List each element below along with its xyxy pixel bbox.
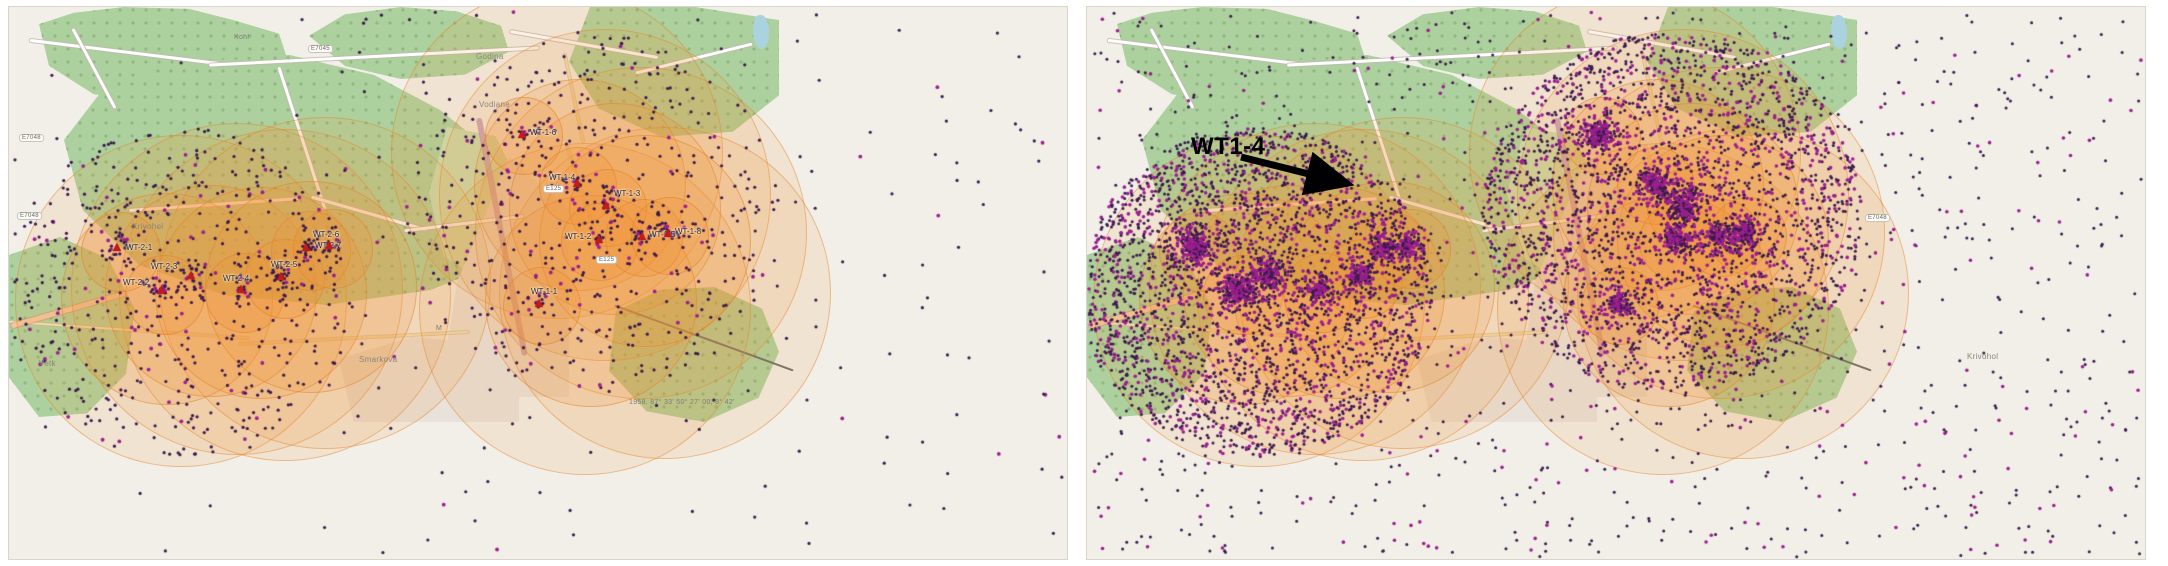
map-label: E125 (596, 256, 618, 264)
map-label: Vodiane (479, 100, 511, 109)
turbine-marker-wt-1-8[interactable] (664, 229, 672, 237)
water-body (753, 15, 769, 49)
turbine-label-wt-2-1: WT-2-1 (126, 243, 153, 252)
forest-area (1647, 7, 1857, 137)
turbine-marker-wt-1-2[interactable] (595, 235, 603, 243)
open-land-area (339, 337, 519, 422)
turbine-label-wt-2-3: WT-2-3 (151, 262, 178, 271)
turbine-marker-wt-2-5[interactable] (277, 272, 285, 280)
turbine-label-wt-2-6: WT-2-6 (313, 230, 340, 239)
turbine-label-wt-1-5: WT-1-5 (649, 230, 676, 239)
turbine-buffer-inner (1639, 203, 1717, 281)
turbine-buffer-inner (1683, 199, 1761, 277)
open-land-area (1417, 337, 1597, 422)
map-label: E125 (543, 185, 565, 193)
turbine-label-wt-2-4: WT-2-4 (223, 274, 250, 283)
turbine-marker-wt-1-1[interactable] (535, 299, 543, 307)
map-label: E7048 (19, 134, 44, 142)
water-body (1831, 15, 1847, 49)
map-label: M (436, 325, 443, 332)
map-label: Smarkova (359, 355, 398, 364)
turbine-label-wt-1-6: WT-1-6 (530, 128, 557, 137)
turbine-label-wt-1-1: WT-1-1 (531, 287, 558, 296)
turbine-label-wt-1-8: WT-1-8 (675, 227, 702, 236)
turbine-marker-wt-2-7[interactable] (302, 243, 310, 251)
turbine-marker-wt-1-3[interactable] (602, 201, 610, 209)
turbine-label-wt-2-2: WT-2-2 (123, 278, 150, 287)
turbine-marker-wt-2-3[interactable] (187, 271, 195, 279)
road-segment (1644, 145, 1680, 251)
turbine-label-wt-1-3: WT-1-3 (614, 189, 641, 198)
map-label: E7048 (1865, 214, 1890, 222)
wt1-4-callout-arrow (1240, 151, 1355, 196)
basemap-right: KrivoholVodianeSmarkovaE7045E70481958, 8… (1087, 7, 2145, 559)
turbine-marker-wt-2-1[interactable] (113, 243, 121, 251)
turbine-label-wt-2-5: WT-2-5 (271, 260, 298, 269)
map-label: Godina (476, 52, 504, 61)
turbine-label-wt-1-4: WT-1-4 (549, 173, 576, 182)
map-label: E7048 (17, 212, 42, 220)
turbine-buffer-inner (1709, 197, 1787, 275)
turbine-buffer-inner (1647, 169, 1725, 247)
turbine-marker-wt-1-5[interactable] (638, 232, 646, 240)
map-label: Krivohol (132, 222, 164, 231)
map-label: 1958, 87° 33' 50° 27' 00, 8° 42' (629, 399, 735, 406)
turbine-marker-wt-1-6[interactable] (518, 130, 526, 138)
turbine-marker-wt-2-4[interactable] (237, 285, 245, 293)
basemap-left: Krivohol Vetk Vodiane Godina Smarkova Kohl E70… (9, 7, 1067, 559)
turbine-marker-wt-1-4[interactable] (573, 179, 581, 187)
map-label: Vetk (39, 359, 56, 368)
turbine-label-wt-1-2: WT-1-2 (565, 232, 592, 241)
turbine-marker-wt-2-6[interactable] (325, 241, 333, 249)
map-panel-right[interactable]: KrivoholVodianeSmarkovaE7045E70481958, 8… (1086, 6, 2146, 560)
map-panel-left[interactable]: Krivohol Vetk Vodiane Godina Smarkova Kohl E70… (8, 6, 1068, 560)
map-label: E7045 (308, 45, 333, 53)
turbine-marker-wt-2-2[interactable] (157, 286, 165, 294)
forest-area (569, 7, 779, 137)
map-label: Kohl (234, 34, 250, 41)
map-label: Krivohol (1967, 352, 1999, 361)
wt1-4-callout-label: WT1-4 (1191, 133, 1266, 160)
